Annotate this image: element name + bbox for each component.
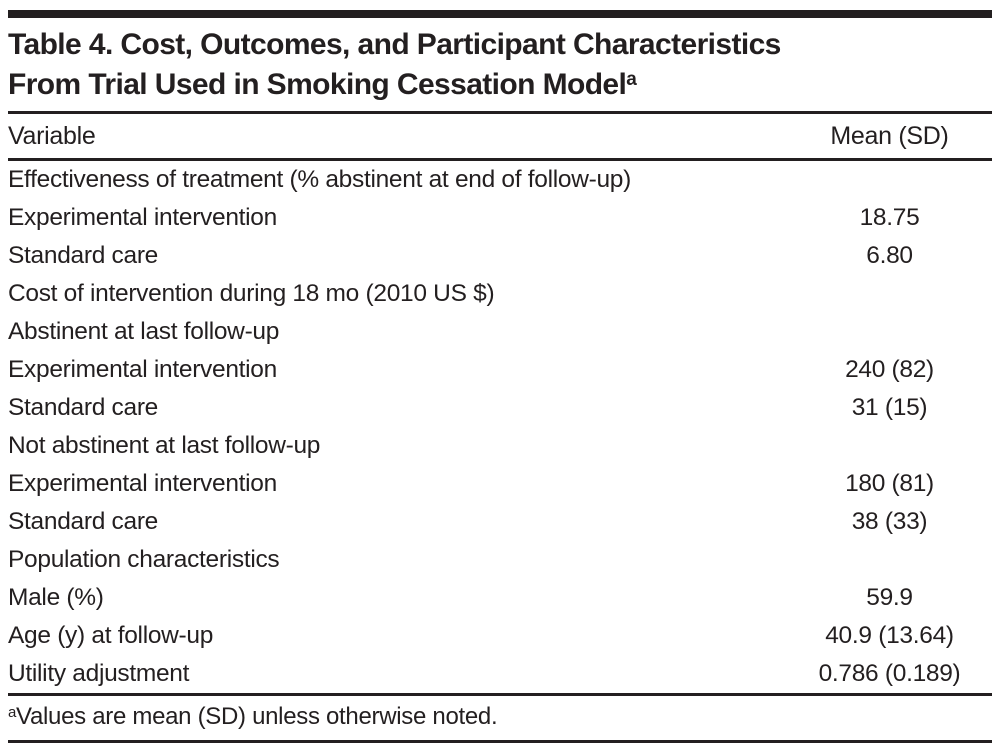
row-value: 18.75 xyxy=(859,204,920,231)
header-row: Variable Mean (SD) xyxy=(8,114,992,160)
table-row: Effectiveness of treatment (% abstinent … xyxy=(8,160,992,200)
footnote-text: Values are mean (SD) unless otherwise no… xyxy=(16,703,498,730)
row-label: Age (y) at follow-up xyxy=(8,622,214,649)
row-value: 40.9 (13.64) xyxy=(825,622,954,649)
row-label: Experimental intervention xyxy=(8,470,277,497)
table-row: Experimental intervention 18.75 xyxy=(8,199,992,237)
row-value: 59.9 xyxy=(866,584,913,611)
bottom-rule xyxy=(8,740,992,743)
row-label: Effectiveness of treatment (% abstinent … xyxy=(8,166,631,193)
row-label: Standard care xyxy=(8,394,159,421)
top-accent-bar xyxy=(8,10,992,18)
table-row: Experimental intervention 180 (81) xyxy=(8,465,992,503)
row-label: Cost of intervention during 18 mo (2010 … xyxy=(8,280,495,307)
row-value: 31 (15) xyxy=(851,394,928,421)
table-title-line1: Table 4. Cost, Outcomes, and Participant… xyxy=(8,28,781,61)
title-bottom-rule xyxy=(8,111,992,114)
table-row: Standard care 31 (15) xyxy=(8,389,992,427)
row-label: Experimental intervention xyxy=(8,204,277,231)
data-table: Variable Mean (SD) Effectiveness of trea… xyxy=(8,114,992,693)
row-label: Population characteristics xyxy=(8,546,280,573)
row-label: Experimental intervention xyxy=(8,356,277,383)
footnote-top-rule xyxy=(8,693,992,696)
table-row: Utility adjustment 0.786 (0.189) xyxy=(8,655,992,693)
row-label: Not abstinent at last follow-up xyxy=(8,432,321,459)
table-row: Standard care 6.80 xyxy=(8,237,992,275)
column-header-mean-sd: Mean (SD) xyxy=(830,121,949,150)
row-value xyxy=(787,160,992,200)
row-label: Abstinent at last follow-up xyxy=(8,318,280,345)
column-header-variable: Variable xyxy=(8,121,96,150)
row-value: 0.786 (0.189) xyxy=(818,660,961,687)
table-title: Table 4. Cost, Outcomes, and Participant… xyxy=(8,25,992,105)
row-value xyxy=(787,427,992,465)
row-value xyxy=(787,313,992,351)
row-value: 38 (33) xyxy=(851,508,928,535)
row-value xyxy=(787,275,992,313)
table-row: Abstinent at last follow-up xyxy=(8,313,992,351)
table-body: Effectiveness of treatment (% abstinent … xyxy=(8,160,992,694)
table-header: Variable Mean (SD) xyxy=(8,114,992,160)
row-label: Utility adjustment xyxy=(8,660,190,687)
row-value: 180 (81) xyxy=(845,470,934,497)
table-row: Age (y) at follow-up 40.9 (13.64) xyxy=(8,617,992,655)
row-value: 6.80 xyxy=(866,242,913,269)
row-label: Standard care xyxy=(8,242,159,269)
table-row: Male (%) 59.9 xyxy=(8,579,992,617)
row-value xyxy=(787,541,992,579)
table-row: Population characteristics xyxy=(8,541,992,579)
title-superscript: a xyxy=(626,69,637,90)
table-title-line2: From Trial Used in Smoking Cessation Mod… xyxy=(8,68,627,101)
table-row: Cost of intervention during 18 mo (2010 … xyxy=(8,275,992,313)
row-label: Standard care xyxy=(8,508,159,535)
row-label: Male (%) xyxy=(8,584,104,611)
table-row: Standard care 38 (33) xyxy=(8,503,992,541)
row-value: 240 (82) xyxy=(845,356,934,383)
table-row: Experimental intervention 240 (82) xyxy=(8,351,992,389)
table-row: Not abstinent at last follow-up xyxy=(8,427,992,465)
footnote: aValues are mean (SD) unless otherwise n… xyxy=(8,696,992,740)
footnote-superscript: a xyxy=(8,704,17,721)
